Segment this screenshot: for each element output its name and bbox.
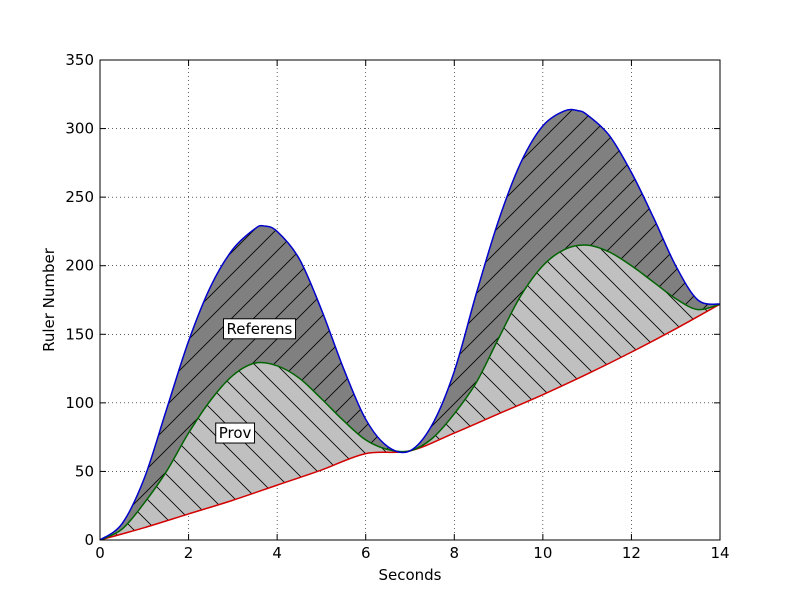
y-tick-label: 100 — [65, 394, 94, 412]
y-tick-label: 300 — [65, 120, 94, 138]
y-tick-label: 150 — [65, 325, 94, 343]
x-tick-label: 6 — [361, 544, 371, 562]
plot-frame — [99, 59, 721, 541]
annotations: Referens Prov — [215, 318, 297, 444]
x-tick-label: 8 — [450, 544, 460, 562]
x-tick-label: 2 — [184, 544, 194, 562]
area-top-band — [100, 109, 720, 540]
x-tick-label: 4 — [272, 544, 282, 562]
y-tick-label: 200 — [65, 257, 94, 275]
y-tick-label: 250 — [65, 188, 94, 206]
x-tick-label: 0 — [95, 544, 105, 562]
y-tick-label: 50 — [75, 462, 94, 480]
x-tick-label: 12 — [622, 544, 641, 562]
annotation-label: Prov — [215, 422, 256, 444]
annotation-label: Referens — [222, 318, 297, 340]
annotation-text: Prov — [219, 424, 252, 442]
y-tick-label: 0 — [84, 531, 94, 549]
annotation-box — [215, 422, 256, 444]
x-tick-label: 14 — [710, 544, 729, 562]
annotation-text: Referens — [226, 320, 292, 338]
annotation-box — [222, 318, 297, 340]
series-line-top — [100, 108, 720, 540]
series-lines — [100, 108, 720, 540]
x-tick-label: 10 — [533, 544, 552, 562]
x-axis-label: Seconds — [378, 566, 441, 584]
y-tick-label: 350 — [65, 51, 94, 69]
axis-ticks: 0 2 4 6 8 10 12 14 0 50 100 150 200 250 300 350 — [65, 51, 729, 562]
filled-areas — [100, 109, 720, 540]
area-lower-band — [100, 245, 720, 540]
y-axis-label: Ruler Number — [40, 247, 58, 352]
